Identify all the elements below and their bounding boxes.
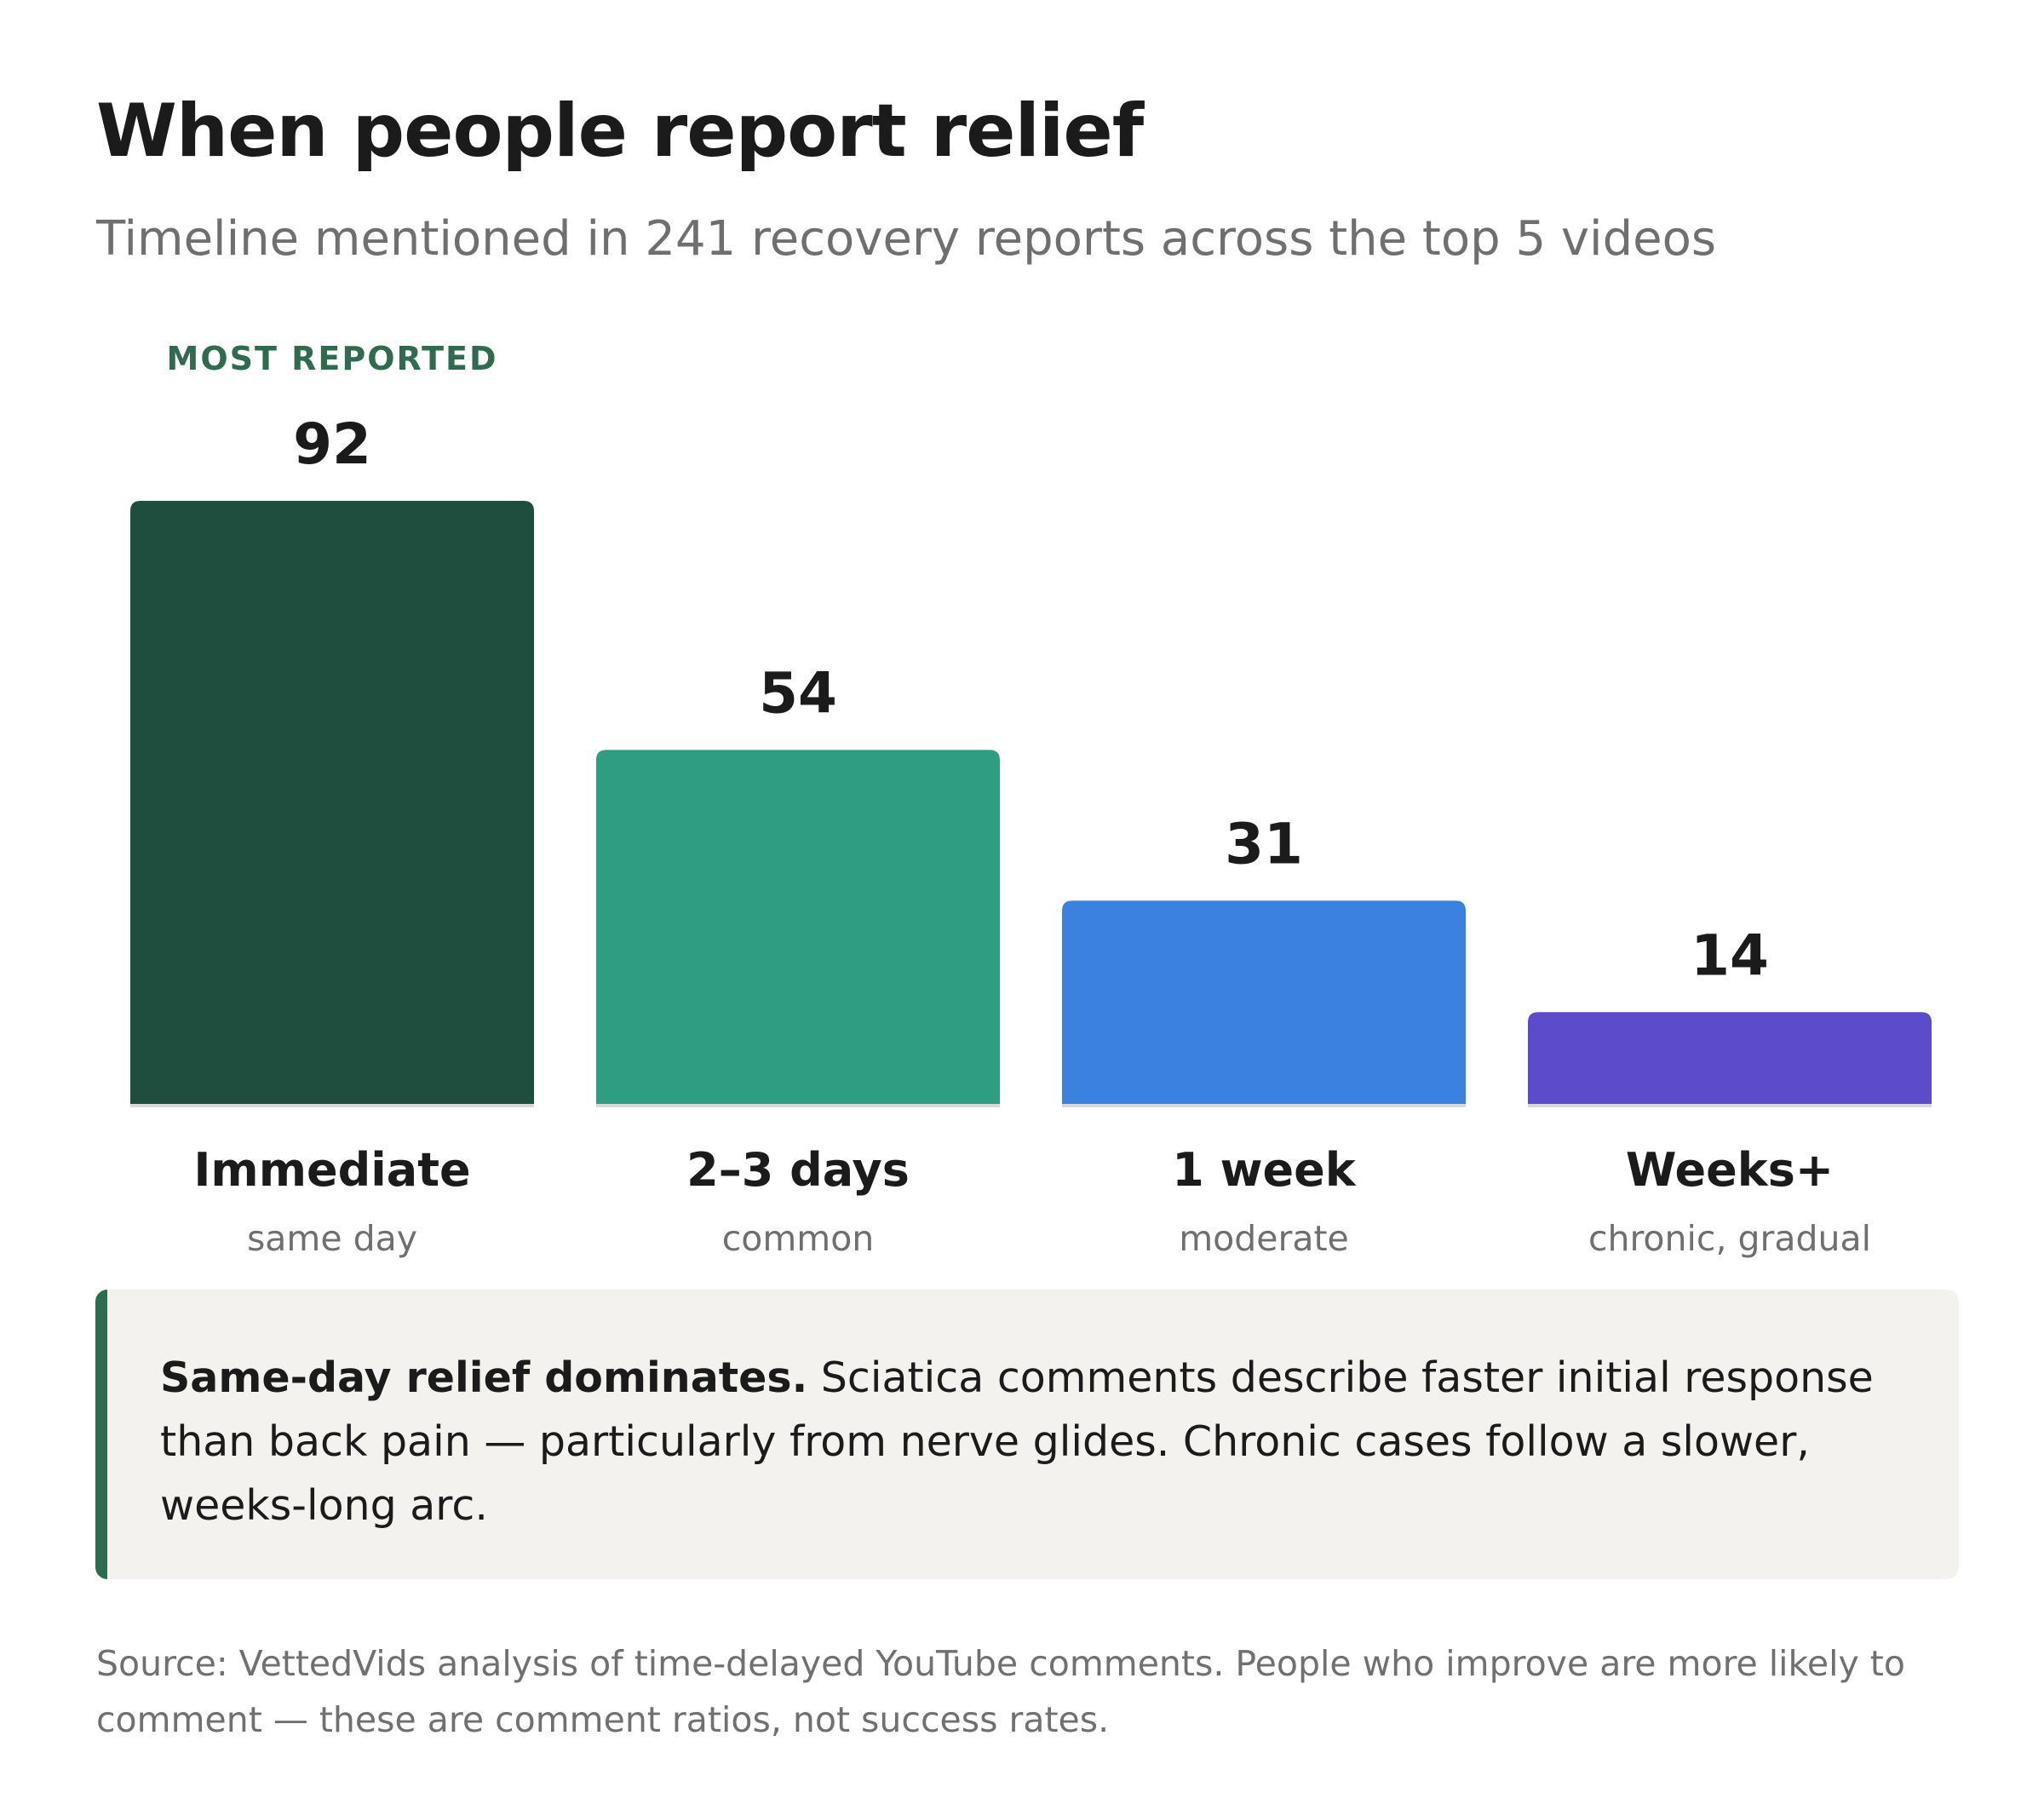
chart-title: When people report relief [96, 89, 1144, 174]
insight-callout: Same-day relief dominates. Sciatica comm… [95, 1290, 1959, 1579]
value-label-3: 14 [1691, 922, 1769, 988]
bar-0 [130, 501, 534, 1104]
category-label-2: 1 week [1172, 1143, 1357, 1197]
value-label-2: 31 [1225, 811, 1303, 876]
bar-3 [1528, 1012, 1932, 1104]
category-label-1: 2–3 days [686, 1143, 910, 1197]
value-label-1: 54 [759, 660, 837, 726]
category-sublabel-0: same day [247, 1218, 417, 1259]
category-label-0: Immediate [193, 1143, 470, 1197]
source-note: Source: VettedVids analysis of time-dela… [96, 1643, 1905, 1740]
callout-text: Sciatica comments describe faster initia… [160, 1353, 1874, 1530]
category-sublabel-2: moderate [1179, 1218, 1349, 1259]
callout-heading: Same-day relief dominates. [160, 1353, 808, 1402]
category-sublabel-3: chronic, gradual [1588, 1218, 1871, 1259]
bar-1 [596, 750, 1000, 1104]
bar-chart: 92 MOST REPORTED Immediate same day 54 2–3 da… [130, 340, 1932, 1259]
bar-2 [1062, 900, 1466, 1104]
category-label-3: Weeks+ [1626, 1143, 1834, 1197]
most-reported-flag: MOST REPORTED [167, 340, 498, 377]
chart-subtitle: Timeline mentioned in 241 recovery repor… [96, 211, 1717, 267]
category-sublabel-1: common [722, 1218, 875, 1259]
value-label-0: 92 [293, 411, 371, 477]
